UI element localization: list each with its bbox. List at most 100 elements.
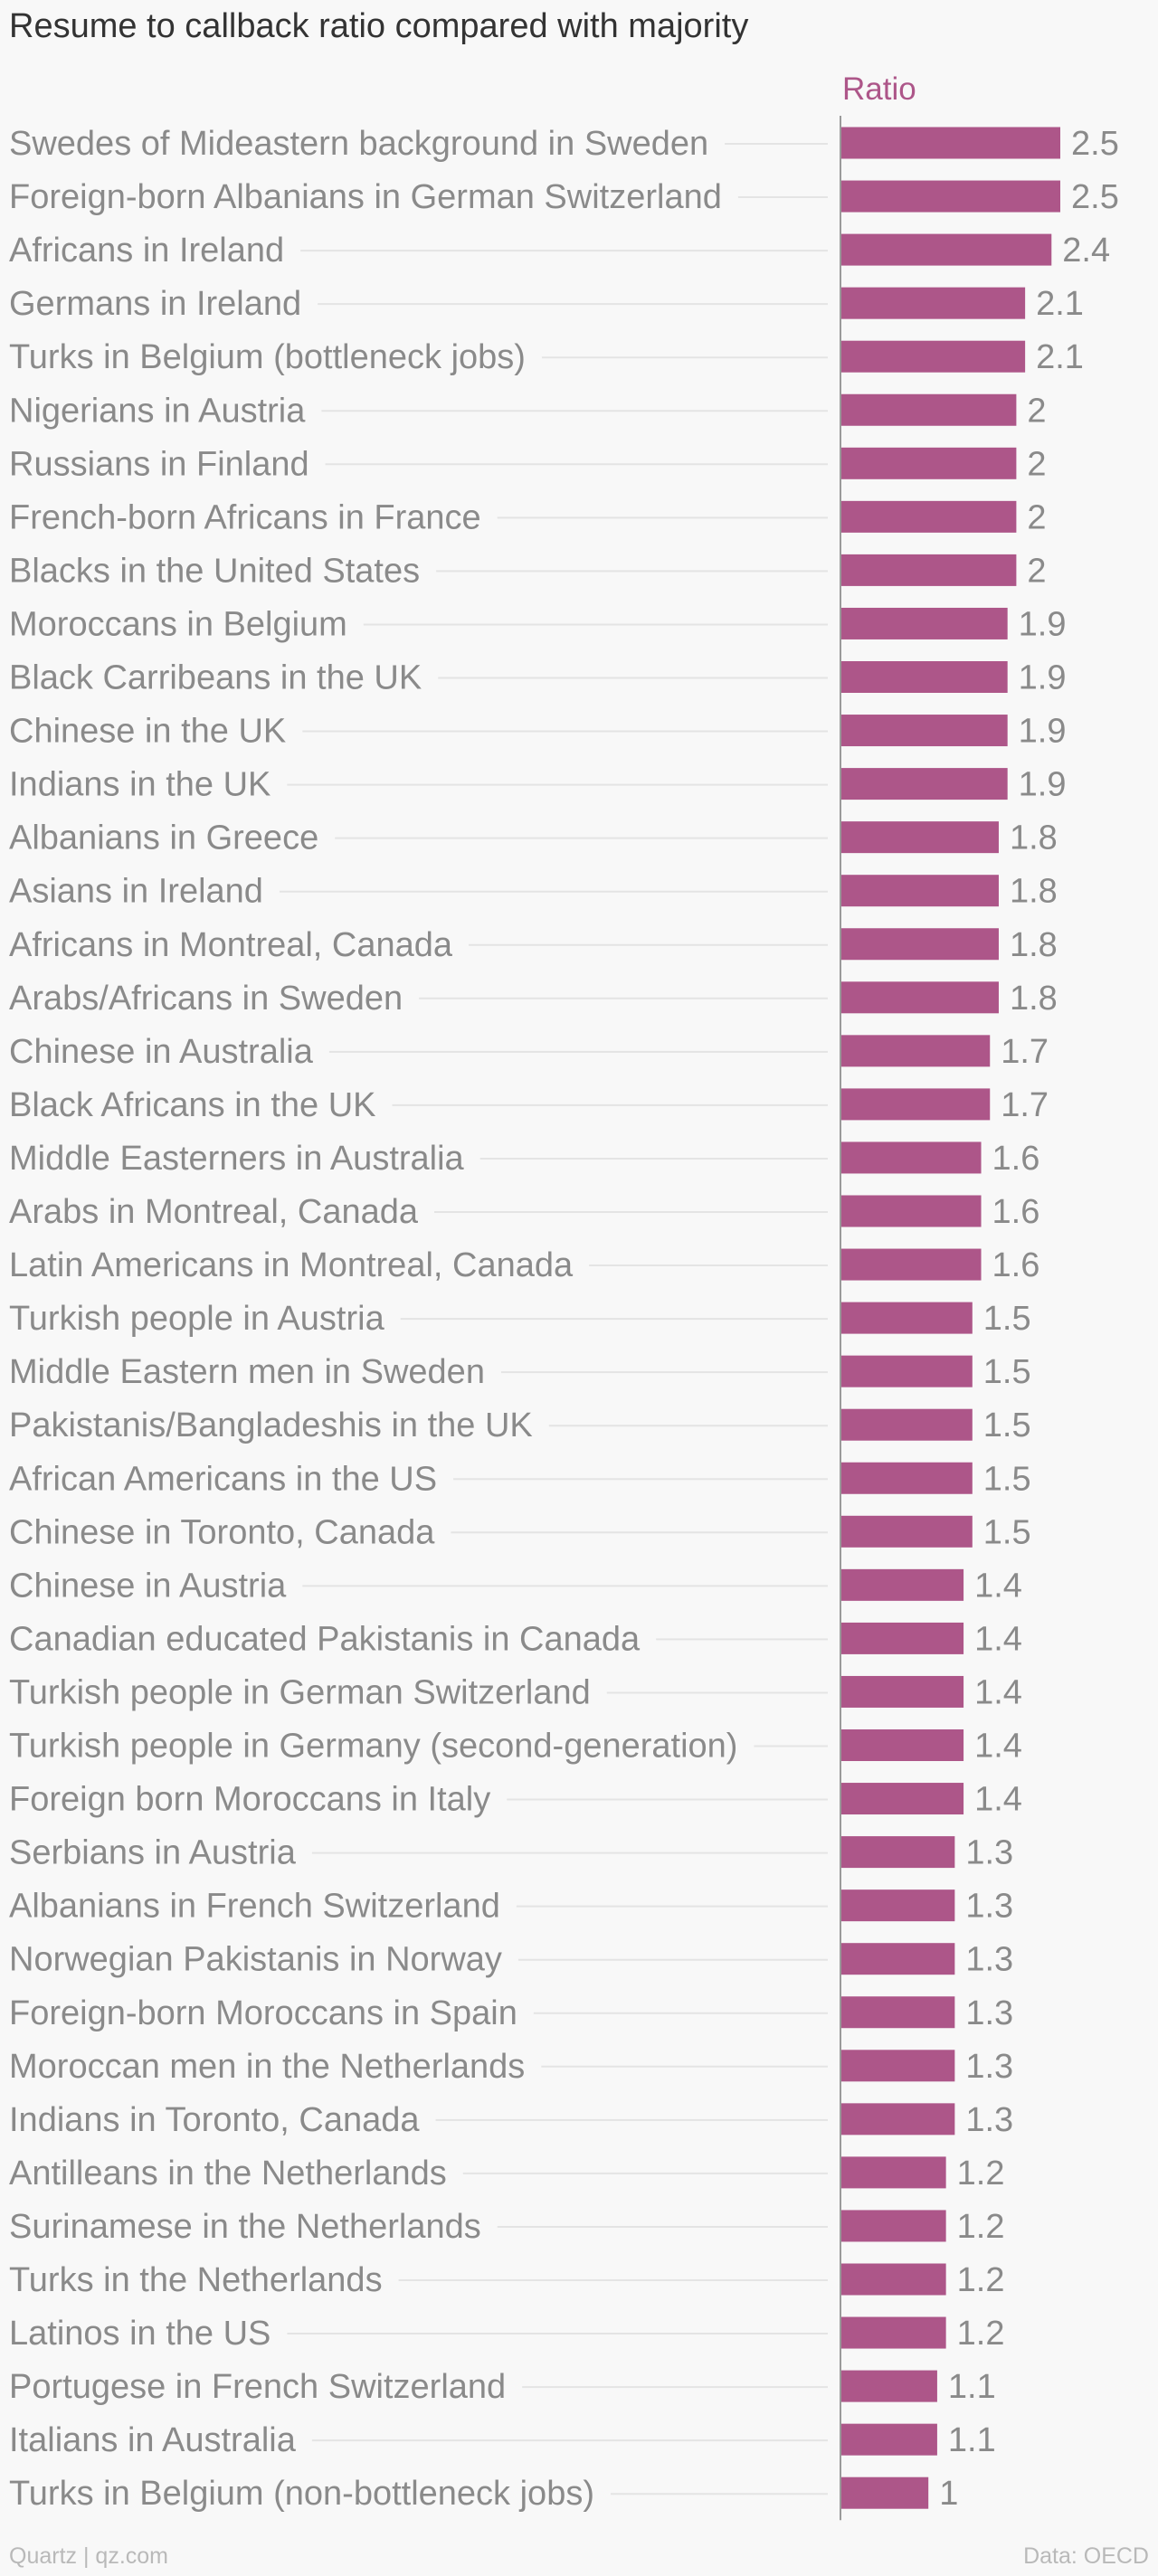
value-label: 1.3 xyxy=(965,1994,1013,2032)
value-label: 1.3 xyxy=(965,2101,1013,2139)
category-label: Turks in Belgium (non-bottleneck jobs) xyxy=(9,2475,594,2513)
category-label: Norwegian Pakistanis in Norway xyxy=(9,1941,502,1979)
data-source: Data: OECD xyxy=(1023,2543,1149,2569)
category-label: Portugese in French Switzerland xyxy=(9,2368,506,2406)
category-label: Russians in Finland xyxy=(9,445,309,483)
bar xyxy=(840,1302,973,1334)
value-label: 1.3 xyxy=(965,2048,1013,2086)
bar xyxy=(840,2210,946,2242)
bar xyxy=(840,1355,973,1387)
value-label: 1.3 xyxy=(965,1834,1013,1872)
bar xyxy=(840,340,1026,373)
category-label: Chinese in the UK xyxy=(9,713,286,751)
bar xyxy=(840,127,1060,159)
category-label: Turks in Belgium (bottleneck jobs) xyxy=(9,338,526,376)
value-label: 1.4 xyxy=(974,1781,1022,1819)
bar xyxy=(840,1836,955,1869)
chart-title: Resume to callback ratio compared with m… xyxy=(9,7,749,45)
value-label: 1.4 xyxy=(974,1728,1022,1766)
bar xyxy=(840,981,999,1014)
bar xyxy=(840,180,1060,213)
value-label: 2 xyxy=(1027,445,1046,483)
category-label: Swedes of Mideastern background in Swede… xyxy=(9,125,708,163)
value-label: 1.7 xyxy=(1001,1086,1049,1124)
value-label: 1.8 xyxy=(1010,980,1058,1018)
bar xyxy=(840,1141,982,1174)
bar xyxy=(840,393,1017,426)
bar xyxy=(840,287,1026,319)
value-label: 2.5 xyxy=(1071,125,1119,163)
category-label: Middle Easterners in Australia xyxy=(9,1140,465,1178)
category-label: Latin Americans in Montreal, Canada xyxy=(9,1246,574,1284)
category-label: Middle Eastern men in Sweden xyxy=(9,1353,485,1391)
category-label: Turkish people in German Switzerland xyxy=(9,1673,591,1711)
bar xyxy=(840,928,999,961)
bar xyxy=(840,2156,946,2189)
category-label: Nigerians in Austria xyxy=(9,392,306,430)
bar-rows: Swedes of Mideastern background in Swede… xyxy=(9,125,1119,2513)
bar xyxy=(840,607,1008,639)
bar xyxy=(840,1408,973,1441)
value-label: 1.3 xyxy=(965,1941,1013,1979)
category-label: Africans in Montreal, Canada xyxy=(9,926,453,964)
category-label: Africans in Ireland xyxy=(9,232,284,270)
bar xyxy=(840,2477,929,2509)
category-label: Serbians in Austria xyxy=(9,1834,297,1872)
value-label: 1.9 xyxy=(1019,659,1067,697)
category-label: Turks in the Netherlands xyxy=(9,2261,383,2299)
category-label: Surinamese in the Netherlands xyxy=(9,2208,481,2246)
series-label: Ratio xyxy=(842,71,916,107)
bar xyxy=(840,1996,955,2029)
bar xyxy=(840,1889,955,1922)
value-label: 1.4 xyxy=(974,1673,1022,1711)
category-label: Albanians in French Switzerland xyxy=(9,1888,500,1926)
bar xyxy=(840,661,1008,693)
bar xyxy=(840,2370,937,2402)
category-label: Arabs in Montreal, Canada xyxy=(9,1193,419,1231)
value-label: 1.5 xyxy=(983,1460,1031,1498)
category-label: Pakistanis/Bangladeshis in the UK xyxy=(9,1406,533,1444)
category-label: Turkish people in Austria xyxy=(9,1300,385,1338)
value-label: 2.1 xyxy=(1036,285,1084,323)
value-label: 1.9 xyxy=(1019,766,1067,804)
value-label: 2.5 xyxy=(1071,178,1119,216)
value-label: 1.2 xyxy=(957,2261,1005,2299)
category-label: Foreign-born Moroccans in Spain xyxy=(9,1994,517,2032)
bar xyxy=(840,715,1008,747)
bar xyxy=(840,821,999,854)
bar xyxy=(840,1248,982,1281)
value-label: 1.7 xyxy=(1001,1033,1049,1071)
category-label: Indians in the UK xyxy=(9,766,271,804)
category-label: Antilleans in the Netherlands xyxy=(9,2155,447,2192)
value-label: 2 xyxy=(1027,498,1046,536)
value-label: 1.5 xyxy=(983,1406,1031,1444)
category-label: Turkish people in Germany (second-genera… xyxy=(9,1728,737,1766)
bar xyxy=(840,1943,955,1975)
bar xyxy=(840,1515,973,1548)
bar xyxy=(840,1195,982,1227)
bar xyxy=(840,447,1017,479)
bar xyxy=(840,554,1017,586)
category-label: Black Africans in the UK xyxy=(9,1086,376,1124)
category-label: Moroccans in Belgium xyxy=(9,605,347,643)
value-label: 1.8 xyxy=(1010,873,1058,911)
bar xyxy=(840,233,1052,266)
value-label: 2 xyxy=(1027,392,1046,430)
value-label: 2.4 xyxy=(1062,232,1110,270)
value-label: 1.8 xyxy=(1010,926,1058,964)
value-label: 1.6 xyxy=(992,1246,1040,1284)
value-label: 1.1 xyxy=(948,2421,996,2459)
bar xyxy=(840,1622,964,1654)
value-label: 1.8 xyxy=(1010,819,1058,857)
bar xyxy=(840,1729,964,1761)
value-label: 1.1 xyxy=(948,2368,996,2406)
bar xyxy=(840,1088,991,1121)
category-label: Foreign-born Albanians in German Switzer… xyxy=(9,178,722,216)
value-label: 1.2 xyxy=(957,2208,1005,2246)
bar xyxy=(840,768,1008,800)
value-label: 1.4 xyxy=(974,1567,1022,1605)
value-label: 2.1 xyxy=(1036,338,1084,376)
bar xyxy=(840,1783,964,1815)
value-label: 1.5 xyxy=(983,1300,1031,1338)
